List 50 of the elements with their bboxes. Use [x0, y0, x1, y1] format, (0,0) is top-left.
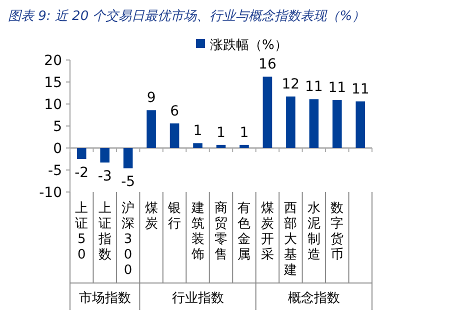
x-tick-label: 沪深300: [122, 200, 135, 278]
x-tick-label: 上证50: [75, 201, 88, 262]
bar: [309, 99, 319, 148]
x-tick-label: 水泥制造: [307, 201, 320, 262]
y-tick-label: 20: [44, 53, 62, 69]
x-tick-label: 银行: [167, 201, 182, 232]
y-tick-label: -10: [39, 185, 62, 201]
data-label: -2: [74, 165, 89, 181]
bar: [170, 123, 180, 148]
data-label: 11: [351, 81, 370, 98]
x-tick-label: 煤炭: [144, 201, 158, 232]
bar: [216, 144, 226, 148]
y-tick-label: -5: [48, 163, 62, 179]
data-label: -3: [98, 168, 112, 185]
x-tick-label: 西部大基建: [283, 201, 298, 278]
x-tick-label: 有色金属: [238, 201, 251, 262]
bar: [146, 110, 156, 148]
bar: [286, 96, 296, 148]
x-tick-label: 煤炭开采: [260, 201, 274, 262]
y-tick-label: 0: [53, 141, 62, 157]
data-label: 16: [258, 56, 276, 73]
bar: [356, 101, 366, 148]
legend-label: 涨跌幅（%）: [210, 38, 288, 53]
chart-title: 图表 9: 近 20 个交易日最优市场、行业与概念指数表现（%）: [8, 8, 366, 24]
bar: [240, 144, 249, 148]
x-tick-label: 数字货币: [330, 201, 344, 262]
data-label: 12: [282, 76, 300, 93]
data-label: 1: [216, 124, 226, 141]
data-label: 11: [328, 80, 346, 96]
y-tick-label: 5: [53, 119, 62, 135]
x-tick-label: 上证指数: [97, 201, 112, 262]
bar: [193, 143, 202, 148]
bar: [123, 148, 133, 168]
y-tick-label: 15: [44, 75, 62, 91]
data-label: 1: [193, 123, 202, 140]
bar: [332, 100, 342, 148]
x-tick-label: 商贸零售: [214, 201, 228, 262]
data-label: 9: [146, 90, 156, 106]
text: 行业指数: [172, 291, 224, 306]
data-label: -5: [121, 174, 136, 190]
data-label: 11: [305, 79, 323, 96]
bar: [100, 148, 110, 163]
bar: [262, 76, 272, 148]
data-label: 6: [170, 103, 180, 120]
x-tick-label: 建筑装饰: [190, 201, 204, 262]
data-label: 1: [240, 124, 249, 141]
bar: [76, 148, 86, 159]
y-tick-label: 10: [44, 97, 62, 113]
text: 概念指数: [288, 291, 340, 306]
text: 市场指数: [78, 291, 131, 306]
